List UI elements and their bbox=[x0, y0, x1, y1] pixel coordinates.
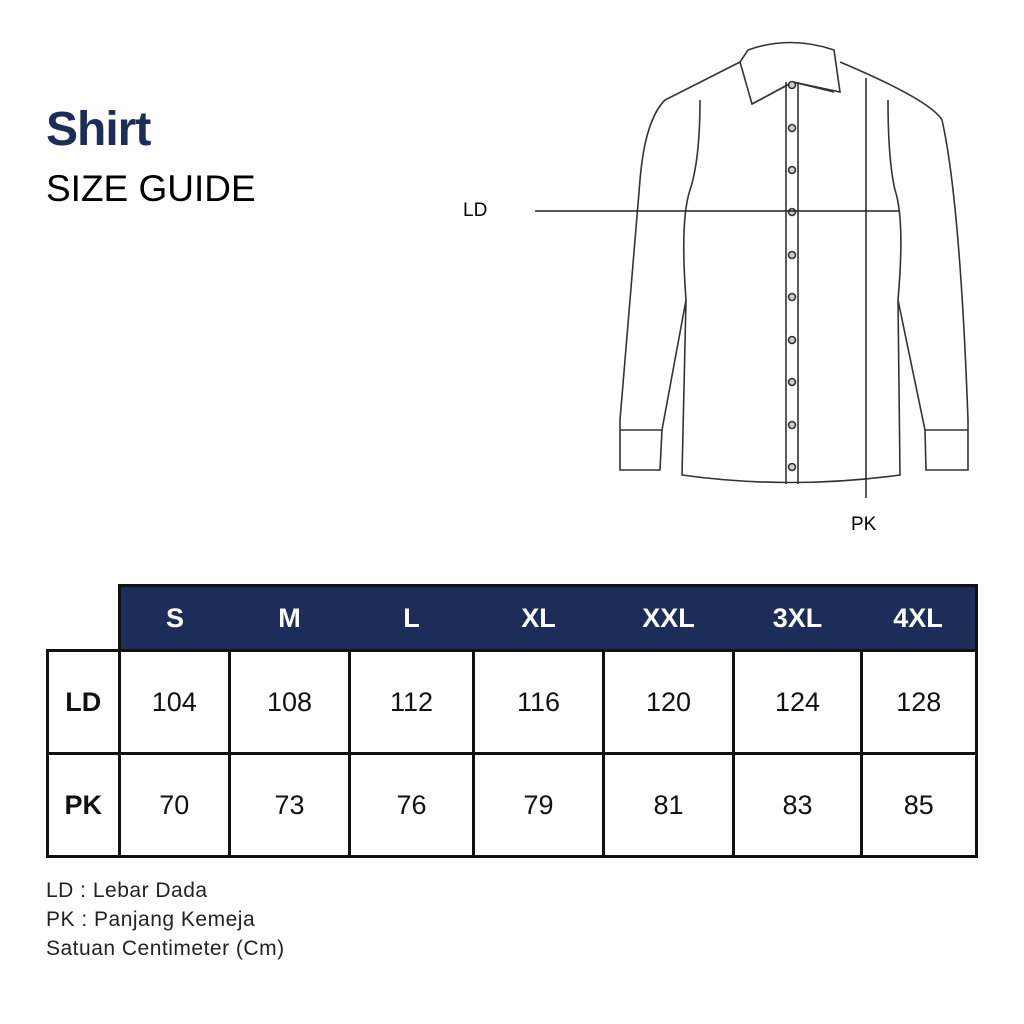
table-cell: 120 bbox=[602, 649, 735, 755]
size-header-row: S M L XL XXL 3XL 4XL bbox=[47, 584, 978, 652]
table-cell: 124 bbox=[732, 649, 863, 755]
table-cell: 83 bbox=[732, 752, 863, 858]
legend-item: Satuan Centimeter (Cm) bbox=[46, 937, 285, 960]
table-cell: 112 bbox=[348, 649, 475, 755]
table-cell: 85 bbox=[860, 752, 978, 858]
table-cell: 104 bbox=[117, 649, 231, 755]
page-subtitle: SIZE GUIDE bbox=[46, 168, 256, 209]
size-header: M bbox=[229, 584, 350, 652]
row-label: PK bbox=[46, 752, 121, 858]
table-row: LD 104 108 112 116 120 124 128 bbox=[46, 649, 978, 755]
size-header: S bbox=[117, 584, 230, 652]
table-cell: 76 bbox=[348, 752, 475, 858]
legend-item: LD : Lebar Dada bbox=[46, 879, 208, 902]
table-cell: 108 bbox=[228, 649, 351, 755]
chest-label: LD bbox=[463, 200, 488, 221]
table-cell: 128 bbox=[860, 649, 978, 755]
table-cell: 70 bbox=[117, 752, 231, 858]
button-icons bbox=[787, 80, 797, 472]
size-header: XXL bbox=[603, 584, 734, 652]
size-header: 3XL bbox=[733, 584, 862, 652]
size-table: S M L XL XXL 3XL 4XL LD 104 108 112 116 … bbox=[46, 584, 978, 858]
table-cell: 79 bbox=[472, 752, 605, 858]
table-cell: 73 bbox=[228, 752, 351, 858]
legend: LD : Lebar Dada PK : Panjang Kemeja Satu… bbox=[46, 876, 285, 963]
size-header: L bbox=[349, 584, 474, 652]
table-cell: 81 bbox=[602, 752, 735, 858]
table-cell: 116 bbox=[472, 649, 605, 755]
size-header: XL bbox=[473, 584, 604, 652]
legend-item: PK : Panjang Kemeja bbox=[46, 908, 256, 931]
table-row: PK 70 73 76 79 81 83 85 bbox=[46, 752, 978, 858]
shirt-diagram bbox=[535, 41, 969, 498]
size-header: 4XL bbox=[861, 584, 978, 652]
page-title: Shirt bbox=[46, 103, 151, 156]
row-label: LD bbox=[46, 649, 121, 755]
length-label: PK bbox=[851, 514, 877, 535]
